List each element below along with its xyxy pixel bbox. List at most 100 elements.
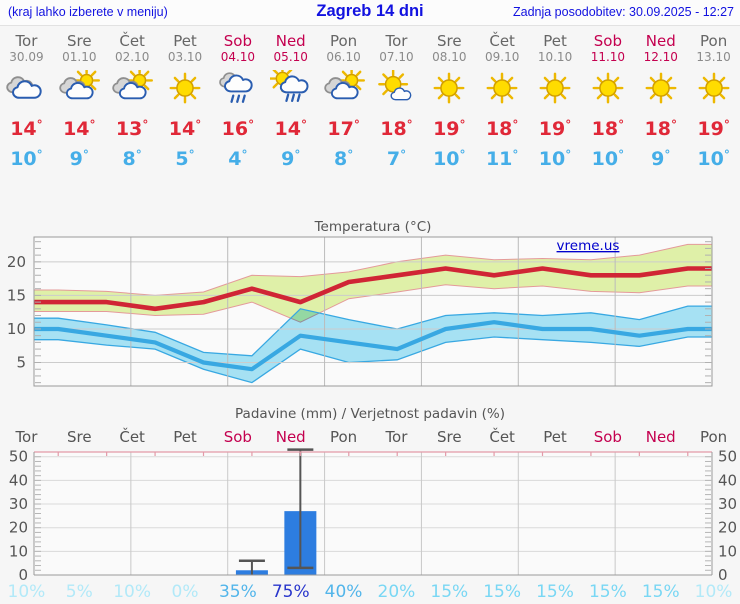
day-column-4: Pet 03.10 14° 5°: [159, 26, 212, 174]
precip-y-tick-right: 50: [718, 448, 737, 466]
temp-y-tick: 5: [16, 354, 26, 372]
high-temperature: 19°: [538, 118, 572, 140]
precip-day-label: Pet: [543, 428, 567, 446]
temp-y-tick: 20: [7, 253, 26, 271]
min-temp-line: [34, 320, 712, 372]
precip-y-tick-left: 40: [9, 471, 28, 489]
day-column-14: Pon 13.10 19° 10°: [687, 26, 740, 174]
day-column-9: Sre 08.10 19° 10°: [423, 26, 476, 174]
precip-y-tick-right: 10: [718, 542, 737, 560]
day-date: 07.10: [379, 50, 414, 64]
low-temperature: 10°: [697, 148, 730, 170]
precip-day-label: Sre: [67, 428, 92, 446]
day-column-3: Čet 02.10 13° 8°: [106, 26, 159, 174]
day-date: 11.10: [590, 50, 626, 64]
precip-probability: 0%: [172, 582, 199, 600]
low-temperature: 10°: [433, 148, 466, 170]
day-name: Ned: [645, 32, 676, 50]
precip-day-label: Sob: [594, 428, 622, 446]
precip-day-label: Sob: [224, 428, 252, 446]
day-name: Sre: [66, 32, 92, 50]
low-temperature: 4°: [228, 148, 248, 170]
sunny-icon: [423, 70, 476, 110]
day-date: 08.10: [432, 50, 467, 64]
precip-probability: 5%: [66, 582, 93, 600]
sunny-icon: [634, 70, 687, 110]
day-column-5: Sob 04.10 16° 4°: [211, 26, 264, 174]
day-date: 10.10: [537, 50, 573, 64]
precip-y-tick-left: 0: [18, 566, 28, 584]
precip-y-tick-left: 20: [9, 519, 28, 537]
sun-cloud-icon: [53, 67, 106, 110]
temp-chart-title: Temperatura (°C): [314, 219, 432, 235]
page-title: Zagreb 14 dni: [316, 2, 424, 20]
precip-probability: 10%: [8, 582, 46, 600]
day-name: Pon: [700, 32, 728, 50]
day-date: 09.10: [484, 50, 520, 64]
day-column-6: Ned 05.10 14° 9°: [264, 26, 317, 174]
precip-day-label: Čet: [489, 427, 515, 446]
precip-y-tick-right: 40: [718, 471, 737, 489]
day-column-13: Ned 12.10 18° 9°: [634, 26, 687, 174]
day-name: Čet: [489, 32, 515, 50]
day-date: 30.09: [9, 50, 44, 64]
temp-y-tick: 10: [7, 320, 26, 338]
watermark-link[interactable]: vreme.us: [557, 238, 620, 254]
precip-probability: 35%: [219, 582, 257, 600]
low-temperature: 7°: [386, 148, 407, 170]
high-temperature: 14°: [274, 118, 307, 140]
high-temperature: 18°: [380, 118, 413, 140]
precip-probability: 15%: [483, 582, 521, 600]
precip-y-tick-right: 0: [718, 566, 728, 584]
day-column-8: Tor 07.10 18° 7°: [370, 26, 423, 174]
low-temperature: 9°: [651, 148, 671, 170]
day-name: Čet: [119, 32, 145, 50]
high-temperature: 17°: [327, 118, 360, 140]
day-column-11: Pet 10.10 19° 10°: [529, 26, 582, 174]
precipitation-chart: 0 0 10 10 20 20 30 30 40 40 50 50 Padavine (mm) / Ve…: [0, 400, 740, 602]
day-name: Sre: [437, 32, 462, 50]
precip-y-tick-left: 10: [9, 542, 28, 560]
precip-chart-title: Padavine (mm) / Verjetnost padavin (%): [235, 406, 505, 422]
low-temperature: 10°: [591, 148, 625, 170]
precip-day-label: Pon: [700, 428, 727, 446]
day-date: 12.10: [643, 50, 678, 64]
precip-probability: 15%: [642, 582, 680, 600]
max-temp-line: [34, 266, 712, 312]
high-temperature: 14°: [63, 118, 96, 140]
precip-probability: 10%: [695, 582, 733, 600]
precip-day-label: Ned: [646, 428, 676, 446]
high-temperature: 18°: [485, 118, 519, 140]
day-column-1: Tor 30.09 14° 10°: [0, 26, 53, 174]
precip-day-label: Ned: [276, 428, 306, 446]
high-temperature: 18°: [644, 118, 677, 140]
low-temperature: 8°: [122, 148, 142, 170]
precip-y-tick-right: 20: [718, 519, 737, 537]
menu-hint: (kraj lahko izberete v meniju): [8, 5, 168, 19]
day-name: Sob: [593, 32, 622, 50]
day-name: Pon: [329, 32, 358, 50]
forecast-strip: Tor 30.09 14° 10° Sre 01.10 14° 9° Čet 02.10 13° 8°…: [0, 26, 740, 174]
low-temperature: 8°: [333, 148, 354, 170]
day-name: Pet: [173, 32, 197, 50]
high-temperature: 14°: [10, 118, 43, 140]
page-header: (kraj lahko izberete v meniju) Zagreb 14…: [0, 0, 740, 26]
precip-probability: 20%: [378, 582, 416, 600]
day-date: 03.10: [167, 50, 203, 64]
temperature-chart: 5 10 15 20 Temperatura (°C) vreme.us: [0, 212, 740, 402]
day-date: 06.10: [326, 50, 361, 64]
sun-cloud-icon: [106, 67, 159, 110]
day-column-7: Pon 06.10 17° 8°: [317, 26, 370, 174]
day-name: Sob: [223, 32, 252, 50]
last-update-text: Zadnja posodobitev: 30.09.2025 - 12:27: [512, 5, 734, 19]
day-date: 02.10: [114, 50, 150, 64]
day-column-10: Čet 09.10 18° 11°: [476, 26, 529, 174]
temp-y-tick: 15: [7, 286, 26, 304]
precip-day-label: Tor: [14, 428, 38, 446]
high-temperature: 16°: [221, 118, 255, 140]
sunny-icon: [159, 70, 212, 110]
day-date: 05.10: [273, 50, 308, 64]
low-temperature: 10°: [538, 148, 572, 170]
precip-probability: 15%: [536, 582, 574, 600]
